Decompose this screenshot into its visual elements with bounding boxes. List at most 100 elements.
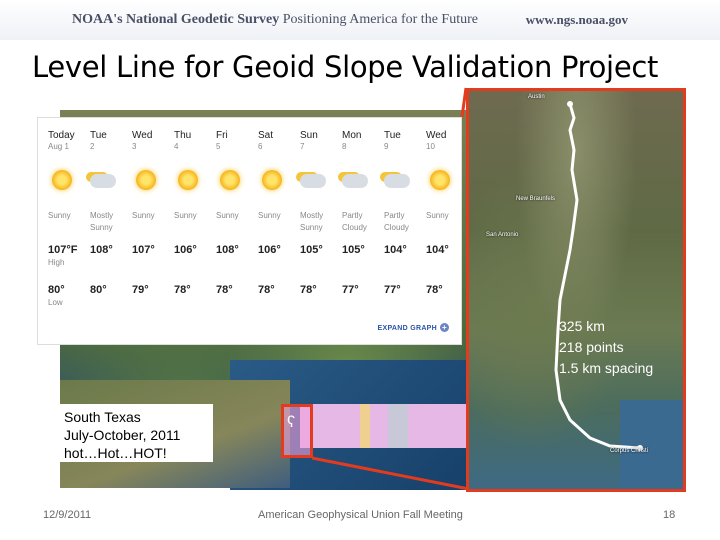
plus-icon: + — [440, 323, 449, 332]
route-mini-icon: ʕ — [287, 414, 295, 431]
forecast-condition: Mostly Sunny — [300, 211, 324, 232]
forecast-condition: Sunny — [174, 211, 197, 220]
forecast-day: Wed 10 Sunny 104° 78° — [416, 118, 458, 346]
forecast-high: 108° — [90, 244, 113, 256]
overlay-stripe — [360, 404, 370, 448]
forecast-day-name: Fri — [216, 130, 228, 141]
highlight-region — [281, 404, 313, 458]
forecast-day-name: Thu — [174, 130, 192, 141]
partly-cloudy-icon — [384, 174, 410, 188]
forecast-date: 3 — [132, 142, 137, 151]
forecast-day: Today Aug 1 Sunny 107°F 80° — [38, 118, 80, 346]
forecast-day: Mon 8 Partly Cloudy 105° 77° — [332, 118, 374, 346]
forecast-day-name: Tue — [384, 130, 401, 141]
forecast-high: 106° — [174, 244, 197, 256]
forecast-day: Tue 2 Mostly Sunny 108° 80° — [80, 118, 122, 346]
forecast-high: 107° — [132, 244, 155, 256]
expand-graph-button[interactable]: EXPAND GRAPH + — [378, 323, 449, 332]
partly-cloudy-icon — [90, 174, 116, 188]
forecast-condition: Sunny — [132, 211, 155, 220]
forecast-condition: Partly Cloudy — [342, 211, 367, 232]
region-caption: South Texas July-October, 2011 hot…Hot…H… — [58, 404, 213, 462]
forecast-condition: Partly Cloudy — [384, 211, 409, 232]
forecast-date: 6 — [258, 142, 263, 151]
high-label: High — [48, 258, 65, 267]
forecast-high: 104° — [384, 244, 407, 256]
forecast-low: 77° — [384, 284, 401, 296]
coastal-water — [620, 400, 683, 489]
forecast-low: 78° — [426, 284, 443, 296]
survey-overlay — [300, 404, 472, 448]
forecast-day-name: Wed — [132, 130, 153, 141]
forecast-day: Tue 9 Partly Cloudy 104° 77° — [374, 118, 416, 346]
sun-icon — [262, 170, 282, 190]
forecast-condition: Sunny — [48, 211, 71, 220]
forecast-date: 9 — [384, 142, 389, 151]
forecast-low: 80° — [48, 284, 65, 296]
slide-number: 18 — [663, 509, 676, 521]
forecast-high: 104° — [426, 244, 449, 256]
forecast-day: Wed 3 Sunny 107° 79° — [122, 118, 164, 346]
caption-line-2: July-October, 2011 — [64, 427, 181, 443]
forecast-high: 105° — [300, 244, 323, 256]
header-url[interactable]: www.ngs.noaa.gov — [525, 12, 628, 27]
forecast-day-name: Wed — [426, 130, 447, 141]
forecast-low: 78° — [174, 284, 191, 296]
sun-icon — [220, 170, 240, 190]
org-title: NOAA's National Geodetic Survey — [72, 12, 280, 27]
forecast-high: 107°F — [48, 244, 78, 256]
sun-icon — [178, 170, 198, 190]
forecast-low: 80° — [90, 284, 107, 296]
forecast-condition: Sunny — [216, 211, 239, 220]
city-san-antonio: San Antonio — [486, 232, 519, 238]
org-tagline: Positioning America for the Future — [282, 12, 478, 27]
caption-line-3: hot…Hot…HOT! — [64, 445, 167, 461]
forecast-date: 10 — [426, 142, 435, 151]
city-corpus-christi: Corpus Christi — [610, 448, 649, 454]
weather-forecast-panel: High Low EXPAND GRAPH + Today Aug 1 Sunny 10… — [37, 117, 462, 345]
low-label: Low — [48, 298, 63, 307]
overlay-stripe — [388, 404, 408, 448]
slide-title: Level Line for Geoid Slope Validation Pr… — [32, 50, 659, 84]
forecast-date: 7 — [300, 142, 305, 151]
forecast-low: 78° — [258, 284, 275, 296]
route-spacing: 1.5 km spacing — [559, 360, 654, 376]
sun-icon — [136, 170, 156, 190]
footer-date: 12/9/2011 — [43, 509, 92, 521]
partly-cloudy-icon — [300, 174, 326, 188]
route-points: 218 points — [559, 339, 624, 355]
forecast-day-name: Tue — [90, 130, 107, 141]
forecast-high: 105° — [342, 244, 365, 256]
org-name: NOAA's National Geodetic Survey Position… — [72, 12, 478, 28]
route-stats: 325 km 218 points 1.5 km spacing — [559, 316, 653, 379]
forecast-day: Fri 5 Sunny 108° 78° — [206, 118, 248, 346]
forecast-day: Thu 4 Sunny 106° 78° — [164, 118, 206, 346]
forecast-low: 77° — [342, 284, 359, 296]
city-austin: Austin — [528, 94, 545, 100]
footer-event: American Geophysical Union Fall Meeting — [258, 509, 463, 521]
forecast-day: Sat 6 Sunny 106° 78° — [248, 118, 290, 346]
city-new-braunfels: New Braunfels — [516, 196, 556, 202]
forecast-date: 4 — [174, 142, 179, 151]
forecast-condition: Mostly Sunny — [90, 211, 114, 232]
forecast-low: 78° — [300, 284, 317, 296]
forecast-day-name: Today — [48, 130, 75, 141]
forecast-date: 5 — [216, 142, 221, 151]
caption-line-1: South Texas — [64, 409, 141, 425]
forecast-condition: Sunny — [258, 211, 281, 220]
forecast-day: Sun 7 Mostly Sunny 105° 78° — [290, 118, 332, 346]
forecast-date: Aug 1 — [48, 142, 69, 151]
route-length: 325 km — [559, 318, 605, 334]
forecast-high: 106° — [258, 244, 281, 256]
forecast-low: 78° — [216, 284, 233, 296]
forecast-day-name: Sun — [300, 130, 318, 141]
expand-graph-label: EXPAND GRAPH — [377, 325, 437, 332]
forecast-date: 8 — [342, 142, 347, 151]
forecast-low: 79° — [132, 284, 149, 296]
forecast-day-name: Mon — [342, 130, 362, 141]
header-banner: NOAA's National Geodetic Survey Position… — [0, 0, 720, 40]
forecast-high: 108° — [216, 244, 239, 256]
partly-cloudy-icon — [342, 174, 368, 188]
forecast-condition: Sunny — [426, 211, 449, 220]
sun-icon — [430, 170, 450, 190]
